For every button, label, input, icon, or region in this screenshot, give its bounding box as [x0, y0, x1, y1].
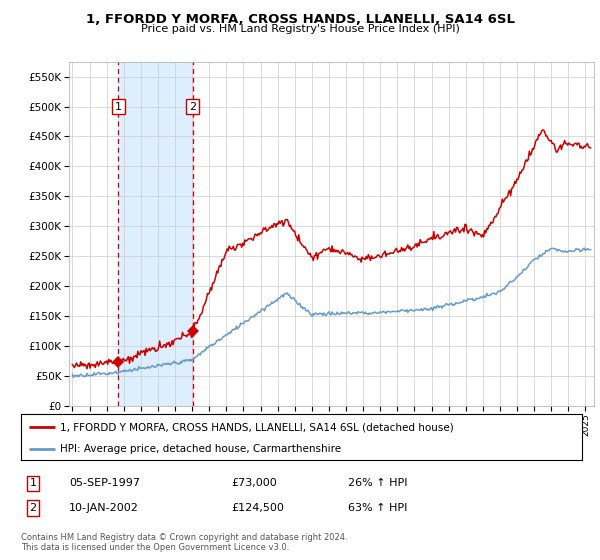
Text: 10-JAN-2002: 10-JAN-2002 [69, 503, 139, 513]
Bar [118, 62, 193, 406]
Text: 05-SEP-1997: 05-SEP-1997 [69, 478, 140, 488]
Text: 1, FFORDD Y MORFA, CROSS HANDS, LLANELLI, SA14 6SL: 1, FFORDD Y MORFA, CROSS HANDS, LLANELLI… [86, 13, 515, 26]
Text: 1: 1 [29, 478, 37, 488]
Text: £124,500: £124,500 [231, 503, 284, 513]
Text: This data is licensed under the Open Government Licence v3.0.: This data is licensed under the Open Gov… [21, 543, 289, 552]
Text: 2: 2 [189, 101, 196, 111]
Text: Contains HM Land Registry data © Crown copyright and database right 2024.: Contains HM Land Registry data © Crown c… [21, 533, 347, 542]
Text: £73,000: £73,000 [231, 478, 277, 488]
Text: 1, FFORDD Y MORFA, CROSS HANDS, LLANELLI, SA14 6SL (detached house): 1, FFORDD Y MORFA, CROSS HANDS, LLANELLI… [60, 422, 454, 432]
Text: Price paid vs. HM Land Registry's House Price Index (HPI): Price paid vs. HM Land Registry's House … [140, 24, 460, 34]
Text: 2: 2 [29, 503, 37, 513]
Text: 63% ↑ HPI: 63% ↑ HPI [348, 503, 407, 513]
Text: 1: 1 [115, 101, 122, 111]
Text: 26% ↑ HPI: 26% ↑ HPI [348, 478, 407, 488]
Text: HPI: Average price, detached house, Carmarthenshire: HPI: Average price, detached house, Carm… [60, 444, 341, 454]
